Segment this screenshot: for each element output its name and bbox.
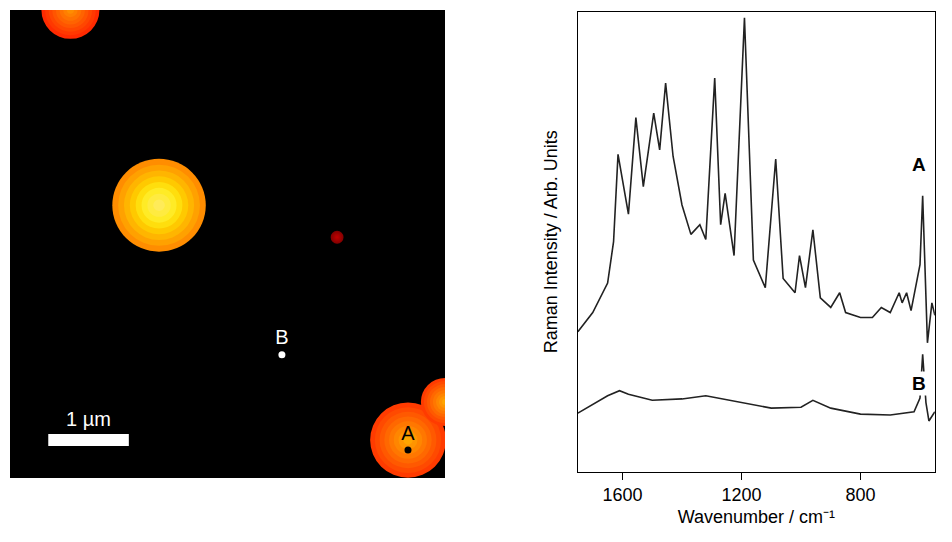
svg-text:1600: 1600: [602, 485, 642, 505]
svg-text:B: B: [912, 373, 926, 394]
svg-text:Raman Intensity / Arb. Units: Raman Intensity / Arb. Units: [541, 130, 561, 353]
svg-text:A: A: [401, 422, 415, 444]
svg-text:1200: 1200: [721, 485, 761, 505]
svg-text:Wavenumber / cm⁻¹: Wavenumber / cm⁻¹: [678, 507, 835, 527]
svg-text:B: B: [275, 326, 288, 348]
svg-text:1 µm: 1 µm: [66, 408, 111, 430]
svg-text:800: 800: [845, 485, 875, 505]
svg-text:A: A: [912, 154, 926, 175]
